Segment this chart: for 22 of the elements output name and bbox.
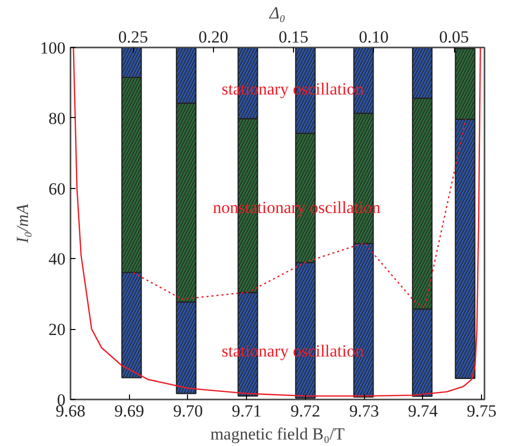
x2-tick-label: 0.10 [358,28,389,46]
y-tick-label: 80 [48,108,66,128]
x2-tick-label: 0.20 [198,28,228,46]
y-tick-label: 60 [48,179,66,198]
x2-axis-title: Δ₀ [268,4,286,22]
x-tick-label: 9.69 [114,402,144,420]
x-tick-label: 9.74 [408,402,438,420]
x2-tick-label: 0.15 [278,28,308,46]
y-tick-label: 100 [40,38,66,58]
x-tick-label: 9.70 [173,402,203,420]
y-axis-title: I₀/mA [13,203,32,244]
y-tick-label: 20 [48,320,66,340]
x-tick-label: 9.72 [290,402,320,420]
y-tick-label: 40 [48,250,66,269]
x-tick-label: 9.75 [466,402,496,420]
x-tick-label: 9.71 [232,402,262,420]
line-series [132,118,466,309]
line-series [72,48,482,397]
x-tick-label: 9.73 [349,402,379,420]
x-axis-title: magnetic field B₀/T [210,424,346,444]
x2-tick-label: 0.25 [118,28,148,46]
x2-tick-label: 0.05 [439,28,469,46]
